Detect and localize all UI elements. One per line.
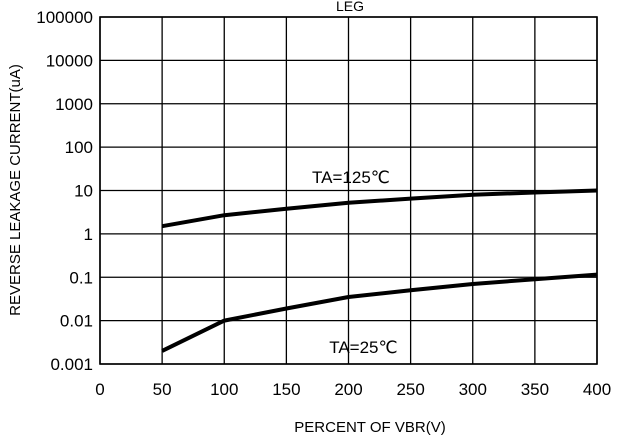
x-tick-label: 350 xyxy=(521,380,549,399)
y-tick-label: 100 xyxy=(65,138,93,157)
x-tick-label: 200 xyxy=(334,380,362,399)
y-tick-label: 1 xyxy=(84,225,93,244)
y-tick-label: 10 xyxy=(74,182,93,201)
chart-title: LEG xyxy=(336,0,364,14)
y-tick-label: 100000 xyxy=(36,8,93,27)
annotation-label: TA=25℃ xyxy=(329,338,397,357)
annotations: TA=125℃ TA=25℃ xyxy=(312,168,398,357)
x-tick-labels: 0 50 100 150 200 250 300 350 400 xyxy=(95,380,611,399)
x-tick-label: 150 xyxy=(272,380,300,399)
y-axis-title: REVERSE LEAKAGE CURRENT(uA) xyxy=(7,64,24,316)
x-tick-label: 300 xyxy=(459,380,487,399)
x-axis-title: PERCENT OF VBR(V) xyxy=(294,419,445,436)
x-tick-label: 50 xyxy=(153,380,172,399)
series-group xyxy=(162,191,597,351)
x-tick-label: 250 xyxy=(396,380,424,399)
annotation-label: TA=125℃ xyxy=(312,168,390,187)
x-tick-label: 100 xyxy=(210,380,238,399)
y-tick-label: 1000 xyxy=(55,95,93,114)
y-tick-label: 0.001 xyxy=(50,355,93,374)
x-tick-label: 0 xyxy=(95,380,104,399)
y-tick-labels: 0.001 0.01 0.1 1 10 100 1000 10000 100000 xyxy=(36,8,93,374)
y-tick-label: 10000 xyxy=(46,51,93,70)
y-tick-label: 0.1 xyxy=(69,268,93,287)
grid xyxy=(100,17,597,364)
y-tick-label: 0.01 xyxy=(60,312,93,331)
x-tick-label: 400 xyxy=(583,380,611,399)
series-line-1 xyxy=(162,191,597,227)
